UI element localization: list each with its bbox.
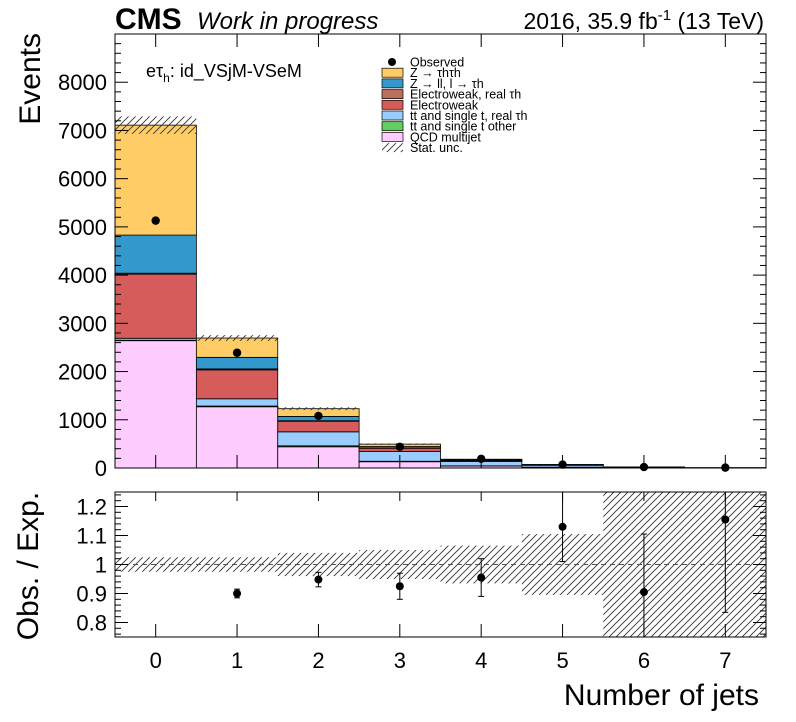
stat-unc-band-2 xyxy=(277,407,360,411)
observed-point-2 xyxy=(314,411,323,421)
upper-y-tick-label-8000: 8000 xyxy=(58,70,107,95)
stat-unc-band-1 xyxy=(196,335,278,341)
bar-3-2 xyxy=(277,420,360,433)
bar-2-2 xyxy=(277,431,360,447)
legend-swatch-6 xyxy=(381,121,404,132)
bar-3-1 xyxy=(195,369,279,400)
legend-label-7: QCD multijet xyxy=(410,130,481,144)
upper-y-tick-label-7000: 7000 xyxy=(58,118,107,143)
upper-y-tick-label-3000: 3000 xyxy=(58,311,107,336)
upper-y-tick-label-4000: 4000 xyxy=(58,263,107,288)
lower-x-axis: 0 1 2 3 4 5 6 7 xyxy=(150,492,731,673)
ratio-point-5 xyxy=(558,522,567,531)
legend-marker-observed xyxy=(388,58,396,66)
bar-2-1 xyxy=(195,398,279,407)
legend-label-4: Electroweak xyxy=(410,98,479,112)
observed-point-0 xyxy=(151,216,160,225)
legend-swatch-7 xyxy=(381,132,404,142)
ratio-point-2 xyxy=(314,575,323,584)
observed-point-1 xyxy=(232,348,242,357)
upper-frame xyxy=(114,33,767,469)
legend-label-8: Stat. unc. xyxy=(410,141,463,155)
x-tick-label-7: 7 xyxy=(719,648,731,673)
upper-y-axis-title: Events xyxy=(14,33,47,125)
upper-y-axis: 0 1000 2000 3000 4000 5000 6000 7000 8000 xyxy=(58,43,766,481)
legend-label-6: tt and single t other xyxy=(410,120,516,134)
bar-3-0 xyxy=(114,273,197,339)
channel-label: eτh: id_VSjM-VSeM xyxy=(146,61,302,85)
legend-label-0: Observed xyxy=(410,56,464,70)
x-tick-label-0: 0 xyxy=(150,648,162,673)
lower-y-axis: 0.8 0.9 1 1.1 1.2 xyxy=(76,494,766,636)
ratio-point-7 xyxy=(721,515,730,524)
lower-y-tick-label-4: 1.2 xyxy=(76,495,107,520)
stat-unc-band-0 xyxy=(115,116,197,134)
legend-swatch-1 xyxy=(381,67,404,78)
ratio-point-4 xyxy=(477,573,486,582)
upper-y-tick-label-1000: 1000 xyxy=(58,408,107,433)
work-in-progress-label: Work in progress xyxy=(197,8,378,35)
bar-6-0 xyxy=(114,124,197,236)
cms-label: CMS xyxy=(115,3,182,36)
ratio-point-1 xyxy=(233,589,242,598)
legend-swatch-5 xyxy=(381,110,404,121)
lumi-label: 2016, 35.9 fb-1 (13 TeV) xyxy=(523,7,764,34)
legend-label-1: Z → τhτh xyxy=(410,66,461,80)
lower-y-tick-label-2: 1 xyxy=(95,553,107,578)
x-axis-title: Number of jets xyxy=(564,679,759,712)
ratio-point-6 xyxy=(639,588,648,597)
observed-point-3 xyxy=(395,442,405,451)
x-tick-label-4: 4 xyxy=(475,648,487,673)
bar-5-1 xyxy=(195,356,279,370)
ratio-plot xyxy=(115,491,766,638)
legend-swatch-4 xyxy=(381,99,404,110)
ratio-point-3 xyxy=(395,582,404,591)
stacked-histogram-plot xyxy=(114,116,767,472)
bar-5-0 xyxy=(114,234,197,274)
upper-y-tick-label-6000: 6000 xyxy=(58,167,107,192)
x-tick-label-6: 6 xyxy=(638,648,650,673)
ratio-unc-band-1 xyxy=(196,557,278,572)
upper-y-tick-label-5000: 5000 xyxy=(58,215,107,240)
upper-y-tick-label-2000: 2000 xyxy=(58,360,107,385)
legend-label-3: Electroweak, real τh xyxy=(410,88,521,102)
legend-label-5: tt and single t, real τh xyxy=(410,109,528,123)
bar-0-0 xyxy=(114,340,197,469)
legend-swatch-3 xyxy=(381,89,404,99)
upper-y-tick-label-0: 0 xyxy=(95,456,107,481)
legend-swatch-2 xyxy=(381,78,404,89)
lower-y-tick-label-1: 0.9 xyxy=(76,582,107,607)
legend-swatch-hatch xyxy=(382,143,403,153)
upper-x-axis xyxy=(155,34,726,468)
x-tick-label-5: 5 xyxy=(556,648,568,673)
x-tick-label-1: 1 xyxy=(231,648,243,673)
legend-label-2: Z → ll, l → τh xyxy=(410,77,484,91)
x-tick-label-2: 2 xyxy=(312,648,324,673)
ratio-unc-band-2 xyxy=(277,552,360,577)
x-tick-label-3: 3 xyxy=(394,648,406,673)
lower-y-axis-title: Obs. / Exp. xyxy=(12,492,45,640)
lower-y-tick-label-0: 0.8 xyxy=(76,611,107,636)
lower-y-tick-label-3: 1.1 xyxy=(76,524,107,549)
